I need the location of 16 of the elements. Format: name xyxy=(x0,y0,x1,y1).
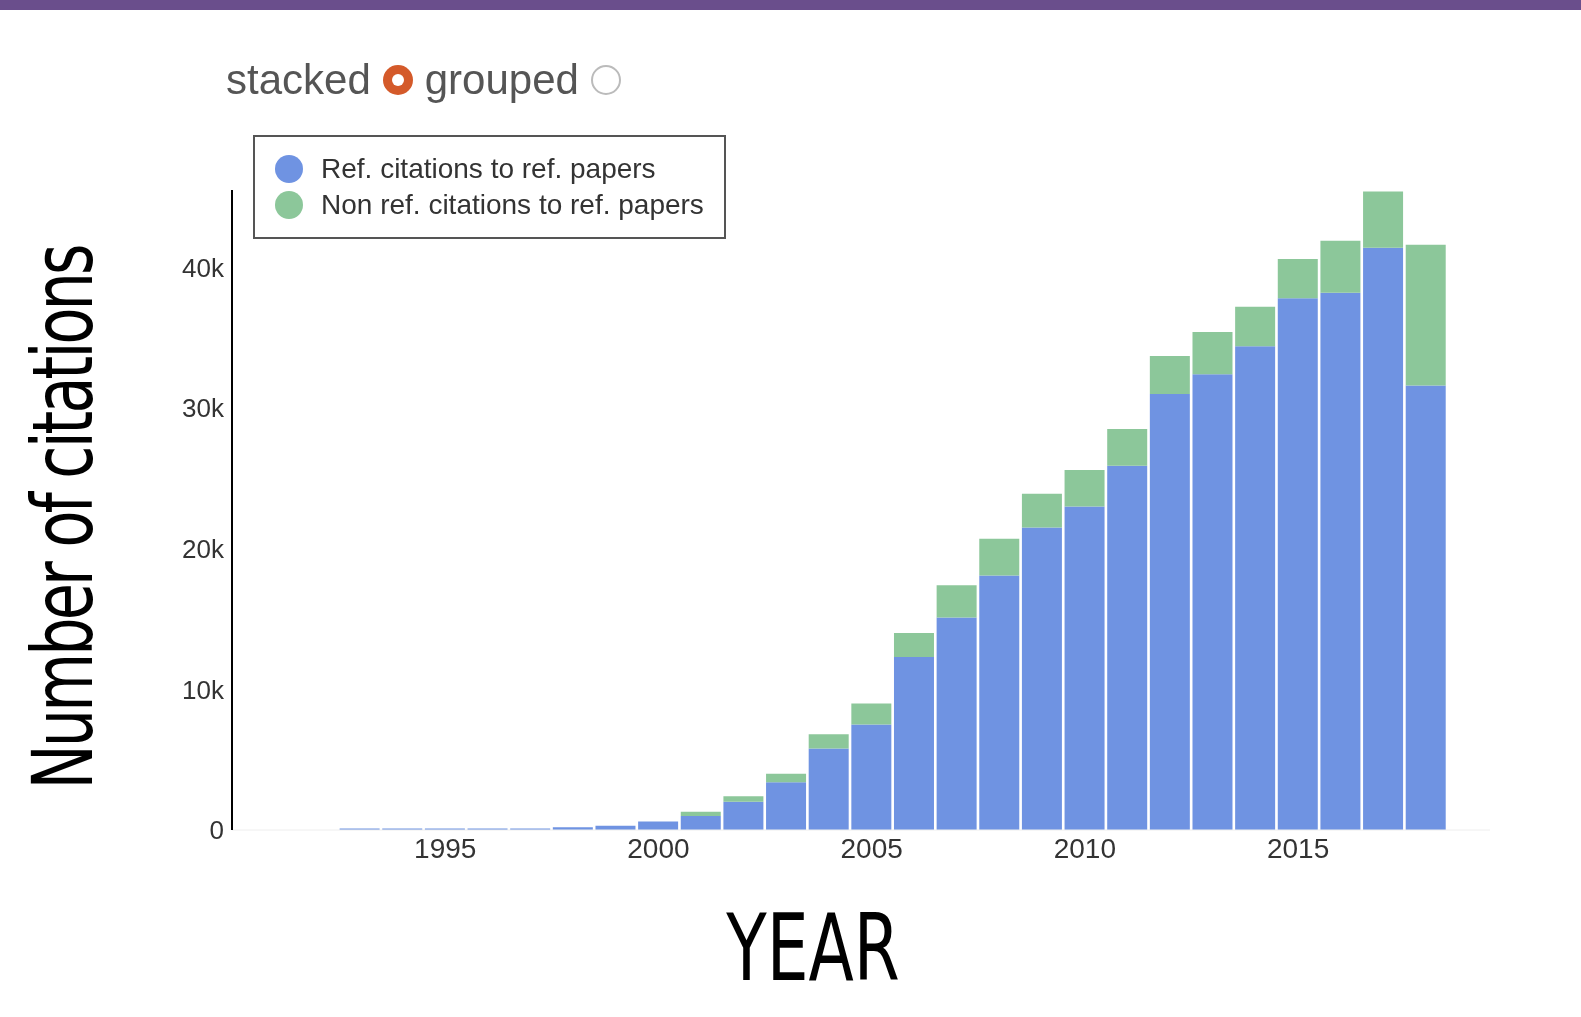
x-tick-label: 2015 xyxy=(1266,832,1330,864)
legend-label: Non ref. citations to ref. papers xyxy=(321,188,704,222)
y-tick-label: 10k xyxy=(182,674,225,705)
y-tick-label: 30k xyxy=(182,393,225,424)
x-axis-title: YEAR xyxy=(726,894,900,1002)
y-axis-title: Number of citations xyxy=(14,246,112,790)
text: stacked xyxy=(226,56,371,104)
legend-label: Ref. citations to ref. papers xyxy=(321,152,656,186)
x-tick-label: 2010 xyxy=(1053,832,1117,864)
y-tick-label: 0 xyxy=(209,815,224,846)
text: grouped xyxy=(424,56,579,104)
x-tick-label: 1995 xyxy=(414,832,477,864)
y-tick-label: 40k xyxy=(182,252,225,283)
x-tick-label: 2000 xyxy=(627,832,690,864)
y-tick-label: 20k xyxy=(182,533,225,564)
x-tick-label: 2005 xyxy=(840,832,903,864)
